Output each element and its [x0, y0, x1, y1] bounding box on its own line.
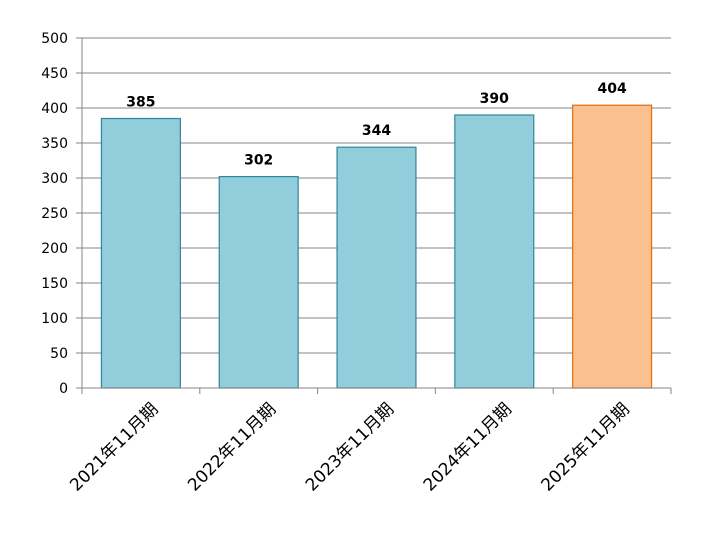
- y-tick-label: 50: [50, 346, 68, 362]
- bar-3: [336, 146, 417, 389]
- x-category-label-1: 2021年11月期: [66, 399, 162, 495]
- bar-2: [218, 176, 299, 389]
- data-label-2: 302: [244, 153, 273, 169]
- y-tick-label: 450: [41, 66, 68, 82]
- y-tick-label: 250: [41, 206, 68, 222]
- data-label-5: 404: [597, 81, 626, 97]
- y-tick-label: 200: [41, 241, 68, 257]
- x-category-label-2: 2022年11月期: [184, 399, 280, 495]
- y-tick-label: 500: [41, 31, 68, 47]
- axes: [76, 37, 672, 394]
- bar-4: [454, 114, 535, 389]
- x-category-label-5: 2025年11月期: [538, 399, 634, 495]
- data-label-3: 344: [362, 123, 391, 139]
- data-label-1: 385: [126, 95, 155, 111]
- x-category-label-3: 2023年11月期: [302, 399, 398, 495]
- data-label-4: 390: [480, 91, 509, 107]
- y-tick-label: 350: [41, 136, 68, 152]
- y-tick-label: 0: [59, 381, 68, 397]
- x-category-label-4: 2024年11月期: [420, 399, 516, 495]
- y-tick-label: 150: [41, 276, 68, 292]
- y-tick-label: 300: [41, 171, 68, 187]
- y-tick-label: 400: [41, 101, 68, 117]
- bar-5: [572, 104, 653, 389]
- bars: [100, 104, 653, 389]
- bar-1: [100, 117, 181, 389]
- y-tick-label: 100: [41, 311, 68, 327]
